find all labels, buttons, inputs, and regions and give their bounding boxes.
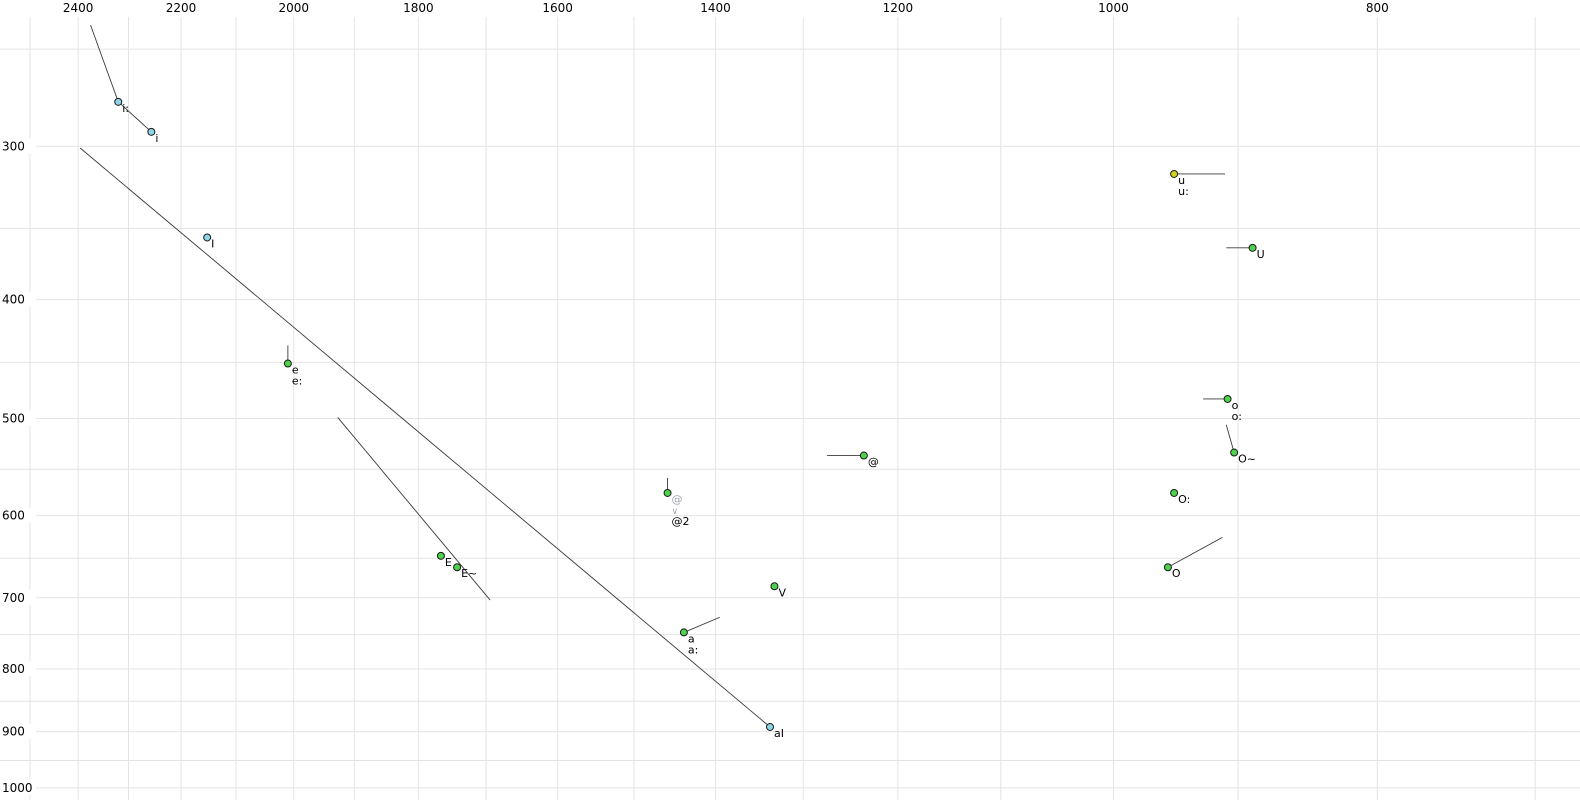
- plot-grid: [0, 17, 1580, 800]
- y-tick-backing-700: [0, 589, 36, 605]
- vowel-label-o-1: o:: [1232, 410, 1242, 423]
- vowel-label-schwa-2-0: @: [672, 493, 683, 506]
- vowel-point-u: [1170, 169, 1179, 178]
- y-tick-label-300: 300: [2, 139, 25, 153]
- vowel-label-U-0: U: [1257, 248, 1265, 261]
- x-tick-label-2200: 2200: [166, 1, 197, 15]
- vowel-point-O-long: [1170, 488, 1179, 497]
- vowel-point-O: [1163, 563, 1172, 572]
- vowel-point-schwa-2: [663, 488, 672, 497]
- data-points: [114, 97, 1257, 731]
- vowel-label-E-nasal-0: E~: [461, 567, 477, 580]
- y-tick-backing-800: [0, 660, 36, 676]
- segment-trajectory-front-low: [79, 147, 771, 728]
- vowel-point-O-nasal: [1230, 448, 1239, 457]
- segment-tick-i: [117, 101, 152, 133]
- vowel-label-E-0: E: [445, 556, 452, 569]
- vowel-label-a-1: a:: [688, 643, 698, 656]
- segment-tick-O: [1167, 537, 1223, 568]
- x-tick-label-1400: 1400: [700, 1, 731, 15]
- vowel-label-O-long-0: O:: [1178, 493, 1190, 506]
- vowel-label-O-nasal-0: O~: [1238, 453, 1256, 466]
- y-tick-backing-600: [0, 507, 36, 523]
- data-segments: [79, 24, 1253, 728]
- vowel-point-schwa: [859, 451, 868, 460]
- vowel-point-V: [770, 582, 779, 591]
- segment-tick-i-long: [90, 24, 119, 102]
- vowel-label-u-1: u:: [1178, 185, 1189, 198]
- y-tick-backing-1000: [0, 779, 36, 795]
- y-tick-label-500: 500: [2, 411, 25, 425]
- vowel-label-u-0: u: [1178, 174, 1185, 187]
- vowel-label-e-1: e:: [292, 375, 302, 388]
- vowel-point-a: [679, 628, 688, 637]
- segment-trajectory-mid: [337, 417, 491, 601]
- vowel-label-aI-0: aI: [774, 727, 784, 740]
- x-tick-label-800: 800: [1366, 1, 1389, 15]
- vowel-label-i-long-0: i:: [122, 102, 129, 115]
- vowel-point-E: [436, 551, 445, 560]
- y-tick-backing-500: [0, 410, 36, 426]
- y-tick-label-900: 900: [2, 725, 25, 739]
- segment-tick-O-nasal: [1225, 424, 1235, 453]
- vowel-point-e: [283, 359, 292, 368]
- x-tick-label-2400: 2400: [63, 1, 94, 15]
- vowel-point-o: [1223, 394, 1232, 403]
- vowel-label-schwa-2-1: ∨: [672, 507, 679, 517]
- x-tick-label-2000: 2000: [278, 1, 309, 15]
- x-axis-ticks: 2400 2200 2000 1800 1600 1400 1200 1000 800: [63, 1, 1389, 15]
- vowel-label-V-0: V: [778, 586, 786, 599]
- x-tick-label-1600: 1600: [542, 1, 573, 15]
- vowel-point-i: [147, 127, 156, 136]
- vowel-point-I: [203, 233, 212, 242]
- vowel-label-schwa-0: @: [868, 456, 879, 469]
- y-tick-label-700: 700: [2, 591, 25, 605]
- vowel-point-E-nasal: [453, 563, 462, 572]
- y-tick-backing-900: [0, 723, 36, 739]
- vowel-label-i-0: i: [155, 132, 158, 145]
- y-tick-label-400: 400: [2, 293, 25, 307]
- y-tick-label-800: 800: [2, 662, 25, 676]
- vowel-label-e-0: e: [292, 364, 299, 377]
- vowel-point-aI: [766, 722, 775, 731]
- y-tick-backing-400: [0, 291, 36, 307]
- x-tick-label-1200: 1200: [883, 1, 914, 15]
- y-tick-backing-300: [0, 138, 36, 154]
- vowel-label-I-0: I: [211, 237, 214, 250]
- vowel-label-o-0: o: [1232, 399, 1239, 412]
- vowel-label-O-0: O: [1172, 567, 1181, 580]
- vowel-point-i-long: [114, 97, 123, 106]
- vowel-point-U: [1248, 243, 1257, 252]
- vowel-label-a-0: a: [688, 632, 695, 645]
- x-tick-label-1800: 1800: [403, 1, 434, 15]
- y-tick-label-1000: 1000: [2, 781, 33, 795]
- y-axis-ticks: 300 400 500 600 700 800 900 1000: [0, 138, 36, 795]
- vowel-label-schwa-2-2: @2: [672, 515, 690, 528]
- segment-tick-a: [683, 616, 720, 633]
- y-tick-label-600: 600: [2, 509, 25, 523]
- x-tick-label-1000: 1000: [1098, 1, 1129, 15]
